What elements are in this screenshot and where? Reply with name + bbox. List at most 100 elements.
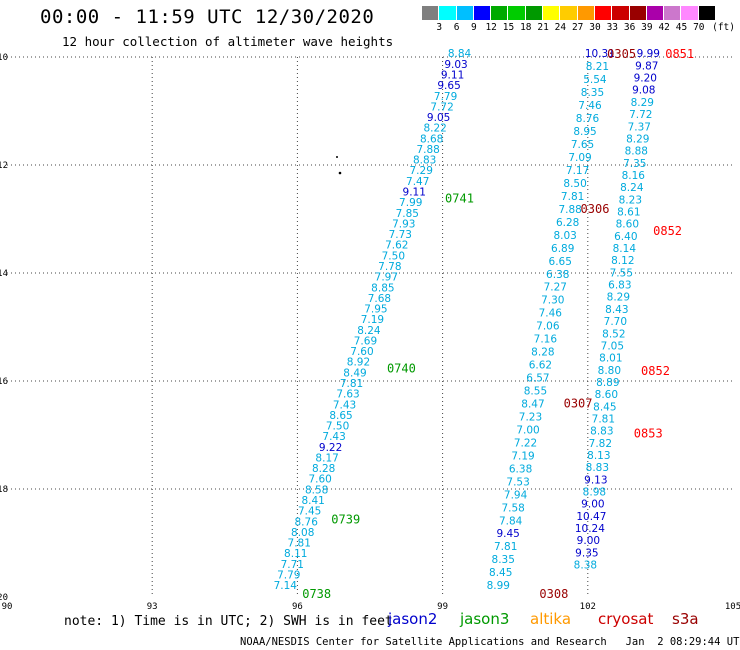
wave-height-value: 8.98 (583, 487, 606, 499)
wave-height-value: 9.11 (403, 187, 426, 199)
color-scale-label: 70 (693, 22, 705, 33)
wave-height-value: 7.70 (604, 316, 627, 328)
wave-height-value: 9.22 (319, 442, 342, 454)
note-text: note: 1) Time is in UTC; 2) SWH is in fe… (64, 614, 393, 629)
wave-height-value: 9.00 (577, 535, 600, 547)
wave-height-value: 10.24 (575, 523, 605, 535)
wave-height-value: 6.38 (546, 269, 569, 281)
color-swatch (543, 6, 561, 20)
wave-height-value: 6.40 (614, 231, 637, 243)
wave-height-value: 7.97 (375, 272, 398, 284)
wave-height-value: 8.84 (448, 48, 472, 60)
color-scale-label: 12 (485, 22, 497, 33)
wave-height-value: 8.65 (329, 410, 352, 422)
x-tick-label: 90 (2, 602, 13, 612)
wave-height-value: 7.93 (392, 218, 415, 230)
color-swatch (629, 6, 647, 20)
wave-height-value: 8.76 (576, 113, 600, 125)
color-swatch (439, 6, 457, 20)
wave-height-value: 8.92 (347, 357, 370, 369)
color-swatch (681, 6, 699, 20)
color-swatch (422, 6, 440, 20)
wave-height-value: 6.62 (529, 360, 552, 372)
wave-height-value: 7.43 (322, 431, 345, 443)
wave-height-value: 8.24 (620, 182, 644, 194)
wave-height-value: 7.94 (504, 489, 528, 501)
color-swatch (525, 6, 544, 20)
wave-height-value: 7.29 (410, 165, 433, 177)
color-swatch (473, 6, 492, 20)
wave-height-value: 7.81 (592, 413, 615, 425)
wave-height-value: 7.06 (536, 321, 560, 333)
color-swatch (560, 6, 578, 20)
wave-height-value: 8.99 (487, 580, 510, 592)
wave-height-value: 7.47 (406, 176, 429, 188)
wave-height-value: 8.47 (521, 398, 544, 410)
wave-height-value: 8.24 (357, 325, 381, 337)
y-tick-label: -12 (0, 161, 8, 171)
legend-item: jason2 (388, 610, 438, 628)
y-tick-label: -20 (0, 593, 8, 603)
color-swatch (612, 6, 630, 20)
wave-height-value: 9.05 (427, 112, 450, 124)
legend-item: cryosat (598, 610, 654, 628)
color-scale-unit: (ft) (712, 22, 735, 33)
color-swatch (664, 6, 682, 20)
y-tick-label: -14 (0, 269, 8, 279)
wave-height-value: 8.08 (291, 527, 314, 539)
wave-height-value: 7.82 (589, 438, 612, 450)
wave-height-value: 8.21 (586, 61, 609, 73)
pass-time-label: 0852 (653, 224, 682, 238)
wave-height-value: 9.20 (634, 73, 657, 85)
wave-height-value: 7.84 (499, 515, 523, 527)
color-scale-label: 36 (623, 22, 636, 33)
wave-height-value: 7.58 (501, 502, 524, 514)
chart-subtitle: 12 hour collection of altimeter wave hei… (62, 34, 394, 49)
wave-height-value: 7.50 (326, 421, 349, 433)
color-scale-label: 24 (554, 22, 567, 33)
wave-height-value: 9.08 (632, 85, 655, 97)
wave-height-value: 7.81 (494, 541, 517, 553)
wave-height-value: 7.55 (610, 267, 633, 279)
wave-height-value: 8.80 (598, 365, 621, 377)
wave-height-value: 6.65 (549, 256, 572, 268)
wave-height-value: 8.22 (423, 123, 446, 135)
wave-height-value: 8.29 (631, 97, 654, 109)
wave-height-value: 7.63 (336, 389, 359, 401)
pass-time-label: 0853 (634, 426, 663, 440)
wave-height-value: 8.14 (613, 243, 637, 255)
wave-height-value: 8.83 (413, 155, 436, 167)
island-mark (338, 171, 342, 175)
wave-height-value: 6.89 (551, 243, 574, 255)
wave-height-value: 7.60 (308, 474, 331, 486)
pass-time-label: 0740 (387, 362, 416, 376)
pass-time-label: 0739 (331, 513, 360, 527)
legend-item: s3a (672, 610, 699, 628)
wave-height-value: 6.38 (509, 463, 532, 475)
wave-height-value: 9.65 (437, 80, 460, 92)
wave-height-value: 7.81 (288, 538, 311, 550)
wave-height-value: 8.55 (524, 386, 547, 398)
wave-height-value: 8.45 (489, 567, 512, 579)
wave-height-value: 9.35 (575, 547, 598, 559)
wave-height-value: 10.47 (576, 511, 606, 523)
wave-height-value: 8.17 (315, 452, 338, 464)
pass-time-label: 0305 (607, 47, 636, 61)
island-mark (336, 156, 338, 158)
wave-height-value: 7.73 (389, 229, 412, 241)
wave-height-value: 7.69 (354, 335, 377, 347)
wave-height-value: 5.54 (583, 74, 607, 86)
wave-height-value: 8.50 (563, 178, 586, 190)
wave-height-value: 8.95 (573, 126, 596, 138)
wave-height-value: 8.28 (312, 463, 335, 475)
wave-height-value: 9.13 (584, 474, 607, 486)
wave-height-value: 6.28 (556, 217, 579, 229)
wave-height-value: 8.60 (595, 389, 618, 401)
x-tick-label: 105 (725, 602, 740, 612)
wave-height-value: 8.83 (586, 462, 609, 474)
wave-height-value: 8.35 (581, 87, 604, 99)
wave-height-value: 8.58 (305, 484, 328, 496)
wave-height-value: 7.45 (298, 506, 321, 518)
wave-height-value: 7.43 (333, 399, 356, 411)
